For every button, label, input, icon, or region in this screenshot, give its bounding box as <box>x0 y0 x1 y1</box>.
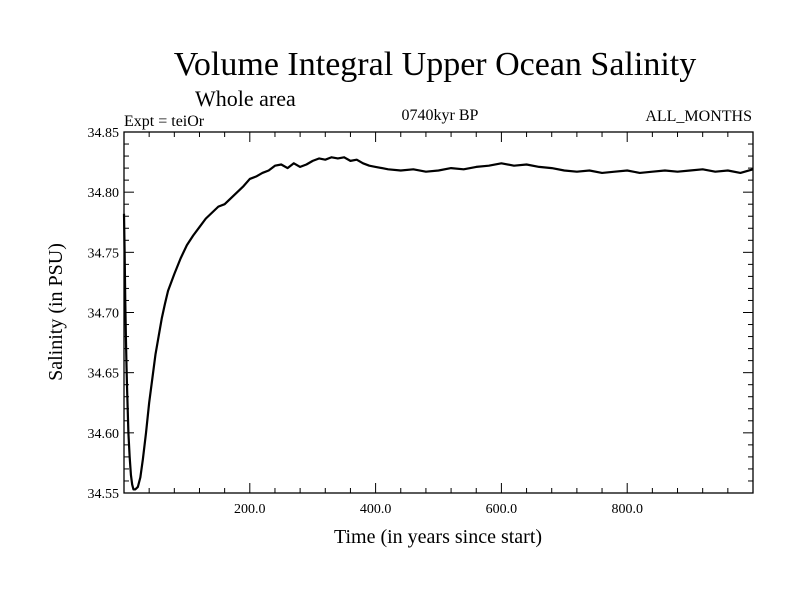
y-tick-label: 34.65 <box>88 367 120 382</box>
y-tick-label: 34.60 <box>88 427 120 442</box>
plot-frame <box>123 131 754 494</box>
chart-title: Volume Integral Upper Ocean Salinity <box>174 46 696 83</box>
x-tick-label: 400.0 <box>360 502 392 517</box>
y-tick-label: 34.75 <box>88 246 120 261</box>
y-tick-label: 34.85 <box>88 126 120 141</box>
y-axis-label: Salinity (in PSU) <box>45 243 67 381</box>
y-tick-label: 34.55 <box>88 487 120 502</box>
x-tick-label: 800.0 <box>611 502 643 517</box>
chart-subtitle: Whole area <box>195 86 296 111</box>
x-tick-label: 200.0 <box>234 502 266 517</box>
period-label: 0740kyr BP <box>402 107 479 124</box>
x-tick-label: 600.0 <box>486 502 518 517</box>
experiment-label: Expt = teiOr <box>124 113 205 130</box>
x-axis-label: Time (in years since start) <box>334 526 542 548</box>
y-tick-label: 34.70 <box>88 307 120 322</box>
months-label: ALL_MONTHS <box>645 108 752 125</box>
y-tick-label: 34.80 <box>88 186 120 201</box>
salinity-series-line <box>122 156 754 491</box>
